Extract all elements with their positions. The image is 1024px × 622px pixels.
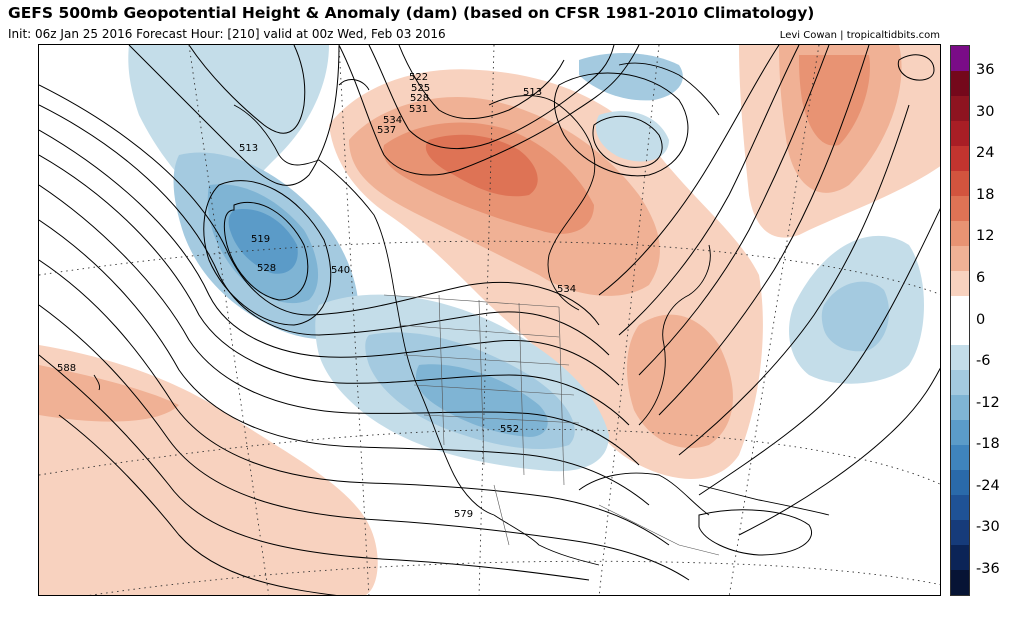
colorbar-tick-label: 0: [976, 311, 986, 328]
colorbar-segment: [951, 395, 969, 421]
colorbar-segment: [951, 95, 969, 121]
contour-label: 588: [57, 363, 76, 374]
contour-label: 522: [409, 72, 428, 83]
colorbar-segment: [951, 445, 969, 471]
anomaly-colorbar: [950, 45, 970, 596]
colorbar-segment: [951, 345, 969, 371]
colorbar-tick-label: 30: [976, 103, 995, 120]
colorbar-tick-label: -18: [976, 436, 1000, 453]
colorbar-tick-label: -12: [976, 394, 1000, 411]
colorbar-segment: [951, 245, 969, 271]
colorbar-tick-label: 6: [976, 269, 986, 286]
positive-anomaly-areas: [39, 45, 940, 595]
contour-label: 513: [523, 87, 542, 98]
colorbar-segment: [951, 295, 969, 321]
chart-title: GEFS 500mb Geopotential Height & Anomaly…: [8, 4, 815, 22]
colorbar-segment: [951, 495, 969, 521]
colorbar-tick-label: 24: [976, 145, 995, 162]
anomaly-map: 522 525 528 531 534 537 513 513 519 528 …: [38, 44, 941, 596]
contour-labels: 522 525 528 531 534 537 513 513 519 528 …: [57, 72, 576, 520]
coastlines: [93, 62, 830, 566]
colorbar-segment: [951, 570, 969, 595]
colorbar-segment: [951, 320, 969, 346]
canada-warm-anomaly-center: [425, 134, 538, 197]
colorbar-segment: [951, 195, 969, 221]
pacific-warm-anomaly-inner: [39, 365, 179, 422]
contour-label: 534: [557, 284, 576, 295]
colorbar-segment: [951, 70, 969, 96]
colorbar-segment: [951, 370, 969, 396]
contour-label: 537: [377, 125, 396, 136]
colorbar-segment: [951, 170, 969, 196]
contour-label: 552: [500, 424, 519, 435]
colorbar-segment: [951, 470, 969, 496]
colorbar-segment: [951, 120, 969, 146]
contour-label: 579: [454, 509, 473, 520]
contour-label: 525: [411, 83, 430, 94]
height-contours: [39, 45, 940, 595]
contour-label: 531: [409, 104, 428, 115]
forecast-info: Init: 06z Jan 25 2016 Forecast Hour: [21…: [8, 27, 446, 41]
contour-label: 528: [410, 93, 429, 104]
colorbar-segment: [951, 545, 969, 571]
colorbar-tick-label: -24: [976, 477, 1000, 494]
contour-label: 528: [257, 263, 276, 274]
lat-lon-grid: [39, 45, 940, 595]
mid-atlantic-cool-anomaly-core: [821, 281, 889, 352]
colorbar-tick-label: 18: [976, 186, 995, 203]
east-coast-warm-anomaly: [627, 314, 733, 449]
political-borders: [383, 294, 720, 556]
gulf-of-alaska-cool-anomaly-core: [228, 209, 298, 274]
colorbar-segment: [951, 520, 969, 546]
contour-label: 519: [251, 234, 270, 245]
colorbar-segment: [951, 46, 969, 71]
colorbar-segment: [951, 270, 969, 296]
colorbar-segment: [951, 220, 969, 246]
contour-label: 540: [331, 265, 350, 276]
colorbar-tick-label: -36: [976, 561, 1000, 578]
colorbar-tick-label: -6: [976, 353, 991, 370]
map-canvas: 522 525 528 531 534 537 513 513 519 528 …: [39, 45, 940, 595]
colorbar-segment: [951, 420, 969, 446]
colorbar-tick-label: 12: [976, 228, 995, 245]
contour-label: 513: [239, 143, 258, 154]
contour-label: 534: [383, 115, 402, 126]
author-credit: Levi Cowan | tropicaltidbits.com: [779, 30, 940, 41]
hudson-cool-anomaly: [595, 111, 669, 162]
colorbar-segment: [951, 145, 969, 171]
colorbar-tick-label: -30: [976, 519, 1000, 536]
colorbar-tick-label: 36: [976, 61, 995, 78]
